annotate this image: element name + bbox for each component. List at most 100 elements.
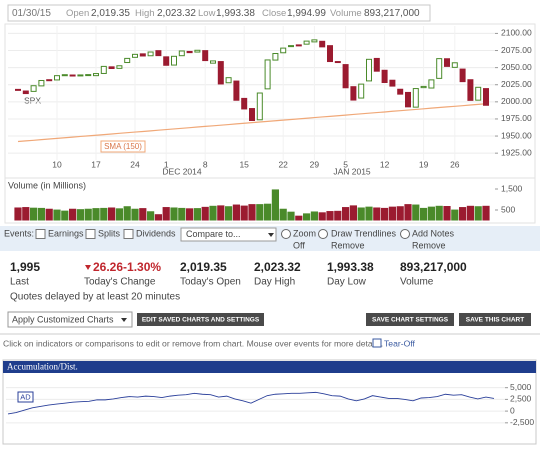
candle-up	[412, 88, 419, 108]
volume-bar	[232, 204, 240, 221]
candle-down	[139, 53, 146, 57]
button-bg[interactable]	[459, 313, 531, 326]
volume-bar	[295, 215, 303, 221]
info-value: 1,994.99	[287, 8, 326, 19]
candle-up	[272, 53, 279, 61]
save-chart-button[interactable]: SAVE THIS CHART	[459, 313, 531, 326]
volume-bar	[100, 207, 108, 221]
notes-label[interactable]: Add Notes	[412, 228, 455, 238]
button-text[interactable]: SAVE CHART SETTINGS	[372, 317, 449, 324]
button-bg[interactable]	[366, 313, 454, 326]
zoom-action[interactable]: Off	[293, 240, 305, 250]
button-text[interactable]: EDIT SAVED CHARTS AND SETTINGS	[142, 317, 260, 324]
candle-down	[295, 44, 302, 47]
checkbox[interactable]: Dividends	[123, 228, 176, 239]
volume-bar	[427, 206, 435, 221]
save-settings-button[interactable]: SAVE CHART SETTINGS	[366, 313, 454, 326]
volume-bar	[373, 207, 381, 221]
volume-bar	[318, 212, 326, 221]
info-label: Volume	[330, 8, 362, 19]
select-box[interactable]	[180, 227, 277, 242]
radio[interactable]	[400, 229, 410, 239]
zoom-label[interactable]: Zoom	[293, 228, 316, 238]
candle-up	[93, 73, 99, 77]
x-tick-label: 19	[419, 159, 429, 169]
volume-bar	[459, 207, 467, 221]
checkbox-label[interactable]: Dividends	[136, 228, 176, 238]
quote-label: Last	[10, 277, 29, 288]
candle-down	[69, 74, 76, 77]
volume-bar	[84, 208, 92, 221]
candle-up	[280, 47, 287, 54]
candle-up	[475, 86, 482, 101]
candle-up	[288, 45, 294, 48]
x-tick-label: 17	[91, 159, 101, 169]
volume-bar	[396, 206, 404, 221]
candle-up	[366, 58, 372, 82]
x-tick-label: 10	[52, 159, 62, 169]
notes-action[interactable]: Remove	[412, 240, 446, 250]
volume-bar	[451, 209, 459, 221]
volume-bar	[404, 204, 412, 221]
candle-down	[444, 58, 450, 67]
candle-up	[124, 57, 131, 64]
candle-down	[163, 56, 170, 66]
radio[interactable]	[281, 229, 291, 239]
volume-bar	[170, 207, 178, 221]
checkbox[interactable]: Earnings	[35, 228, 84, 239]
y-tick-label: 500	[501, 204, 515, 214]
checkbox-label[interactable]: Splits	[98, 228, 121, 238]
y-tick-label: 1950.00	[501, 130, 532, 140]
events-label: Events:	[4, 228, 34, 238]
volume-bar	[365, 206, 373, 221]
info-value: 2,019.35	[91, 8, 130, 19]
quote-value: 893,217,000	[400, 260, 467, 274]
volume-bar	[92, 208, 100, 221]
edit-button[interactable]: EDIT SAVED CHARTS AND SETTINGS	[137, 313, 264, 326]
trendlines-label[interactable]: Draw Trendlines	[331, 228, 397, 238]
volume-bar	[139, 208, 147, 221]
info-label: Close	[262, 8, 286, 19]
tear-off-icon[interactable]	[372, 338, 382, 348]
select-box[interactable]	[7, 311, 133, 328]
volume-bar	[162, 207, 170, 221]
select-text[interactable]: Compare to...	[186, 229, 241, 239]
symbol-label: SPX	[24, 95, 41, 105]
checkbox-label[interactable]: Earnings	[48, 228, 84, 238]
y-tick-label: 2,500	[510, 394, 532, 404]
ad-title: Accumulation/Dist.	[7, 362, 78, 372]
volume-bar	[326, 211, 334, 221]
volume-bar	[412, 204, 420, 221]
candle-down	[249, 108, 255, 121]
volume-bar	[61, 210, 69, 221]
candle-down	[483, 88, 489, 106]
checkbox-box[interactable]	[35, 229, 46, 239]
candle-down	[202, 50, 209, 62]
candle-down	[22, 90, 29, 95]
checkbox-box[interactable]	[85, 229, 96, 239]
select-text[interactable]: Apply Customized Charts	[12, 314, 114, 324]
volume-bar	[279, 208, 287, 221]
candle-up	[132, 53, 138, 58]
trendlines-action[interactable]: Remove	[331, 240, 365, 250]
volume-bar	[131, 208, 139, 221]
y-tick-label: 1925.00	[501, 147, 532, 157]
quote-label: Today's Change	[84, 277, 156, 288]
button-text[interactable]: SAVE THIS CHART	[466, 317, 524, 324]
tear-off-link[interactable]: Tear-Off	[384, 338, 415, 348]
checkbox[interactable]: Splits	[85, 228, 121, 239]
checkbox-box[interactable]	[123, 229, 134, 239]
compare-select[interactable]: Compare to...	[180, 227, 277, 242]
apply-select[interactable]: Apply Customized Charts	[7, 311, 133, 328]
volume-bar	[420, 207, 428, 221]
volume-bar	[178, 207, 186, 221]
radio[interactable]	[318, 229, 328, 239]
delay-note: Quotes delayed by at least 20 minutes	[10, 292, 180, 303]
button-bg[interactable]	[137, 313, 264, 326]
volume-bar	[45, 208, 53, 221]
candle-up	[116, 65, 123, 69]
ad-line	[7, 391, 495, 415]
volume-bar	[69, 208, 77, 221]
candle-up	[100, 65, 107, 74]
